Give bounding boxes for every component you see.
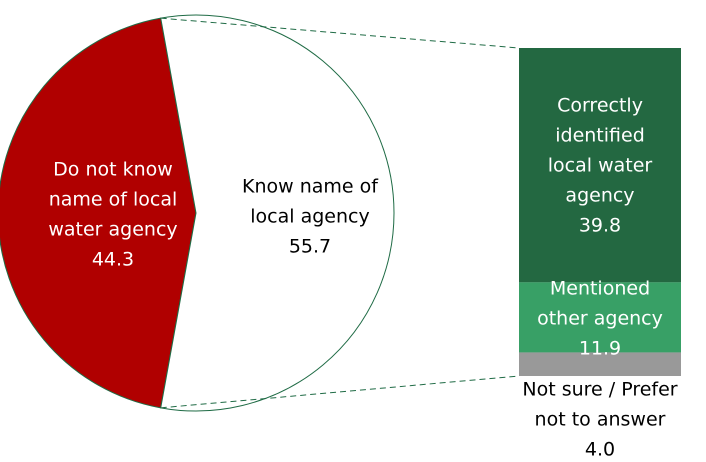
slice-label: water agency (48, 219, 177, 241)
segment-label: local water (548, 155, 653, 177)
segment-label: Mentioned (550, 278, 650, 300)
segment-label: Not sure / Prefer (522, 379, 677, 401)
segment-label: agency (565, 185, 634, 207)
slice-label: Know name of (242, 176, 379, 198)
segment-label: Correctly (557, 95, 643, 117)
slice-value: 44.3 (92, 249, 134, 271)
segment-value: 4.0 (585, 439, 615, 461)
slice-label: name of local (49, 189, 178, 211)
segment-value: 39.8 (579, 215, 621, 237)
slice-value: 55.7 (289, 236, 331, 258)
bar-segment (519, 352, 681, 376)
bar-segment (519, 282, 681, 353)
bar-segment (519, 48, 681, 283)
segment-label: other agency (537, 308, 663, 330)
segment-label: identified (555, 125, 645, 147)
segment-value: 11.9 (579, 338, 621, 360)
segment-label: not to answer (535, 409, 666, 431)
pie-slice (160, 14, 395, 412)
slice-label: local agency (250, 206, 369, 228)
pie-slice (0, 17, 197, 409)
slice-label: Do not know (53, 159, 173, 181)
